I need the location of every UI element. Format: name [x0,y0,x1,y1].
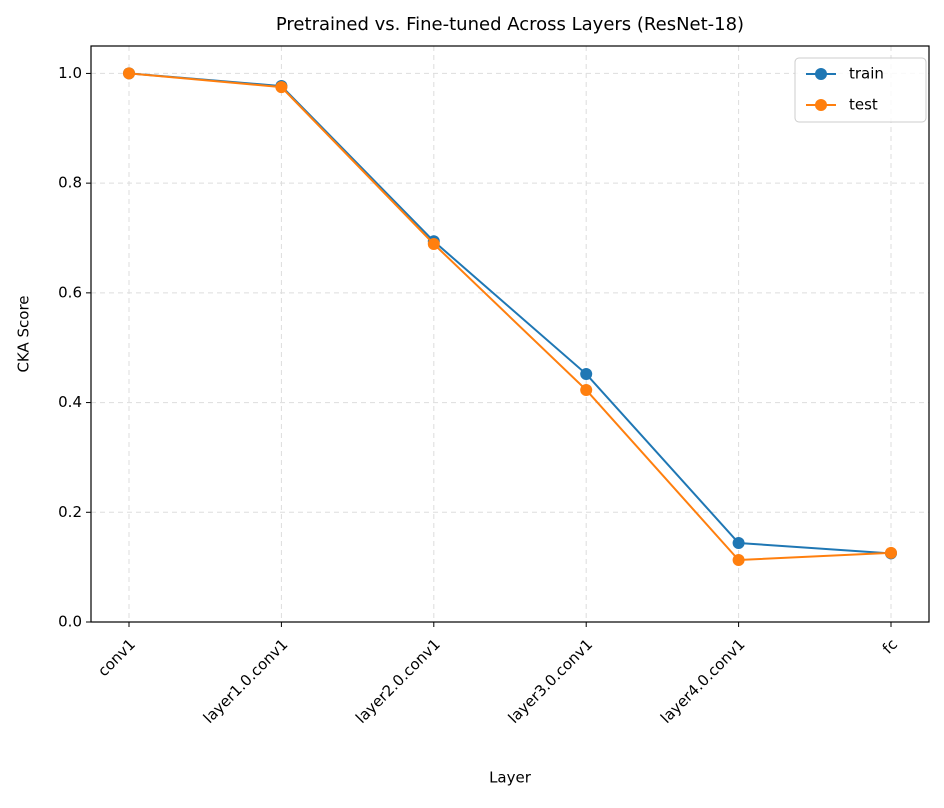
legend-marker [815,68,827,80]
point [427,238,440,251]
point [732,554,745,567]
y-tick-label: 0.4 [58,393,82,411]
y-tick-label: 1.0 [58,64,82,82]
plot-frame [90,45,930,623]
y-tick-label: 0.6 [58,283,82,301]
legend-marker [815,99,827,111]
point [885,546,897,559]
point [123,67,135,80]
y-tick-label: 0.0 [58,613,82,631]
legend-label: test [849,96,878,114]
y-axis-label: CKA Score [15,295,33,372]
point [732,537,745,550]
y-tick-label: 0.2 [58,503,82,521]
y-tick-label: 0.8 [58,174,82,192]
point [275,81,288,94]
chart-title: Pretrained vs. Fine-tuned Across Layers … [276,14,744,35]
point [580,383,593,396]
x-axis-label: Layer [489,769,532,787]
legend-label: train [849,65,884,83]
point [580,368,593,381]
series-line [128,72,892,562]
